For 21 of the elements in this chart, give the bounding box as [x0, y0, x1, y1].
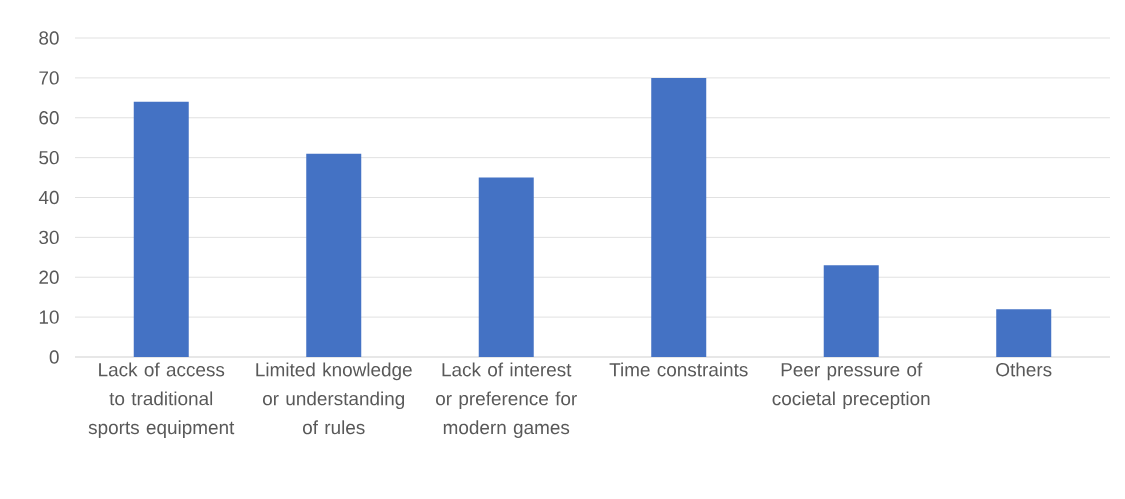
- y-tick-label: 60: [39, 111, 59, 125]
- y-tick-label: 30: [39, 230, 59, 245]
- x-tick-label: Peer pressure of cocietal preception: [772, 362, 930, 410]
- y-tick-label: 70: [39, 71, 59, 85]
- y-tick-label: 10: [39, 310, 59, 324]
- bar: [823, 265, 879, 357]
- y-tick-label: 80: [39, 31, 59, 45]
- bar: [651, 77, 707, 357]
- y-tick-label: 50: [39, 150, 59, 165]
- x-tick-label: Lack of interest or preference for modern games: [436, 362, 577, 438]
- bar: [996, 309, 1052, 357]
- bar: [478, 177, 534, 357]
- y-tick-label: 0: [49, 350, 59, 364]
- x-tick-label: Others: [996, 362, 1052, 377]
- x-tick-label: Limited knowledge or understanding of rules: [256, 362, 412, 435]
- bar: [133, 101, 189, 357]
- y-tick-label: 40: [38, 190, 59, 205]
- bar: [306, 153, 362, 357]
- x-tick-label: Lack of access to traditional sports equipment: [88, 362, 235, 438]
- y-tick-label: 20: [39, 270, 59, 284]
- x-tick-label: Time constraints: [609, 362, 748, 377]
